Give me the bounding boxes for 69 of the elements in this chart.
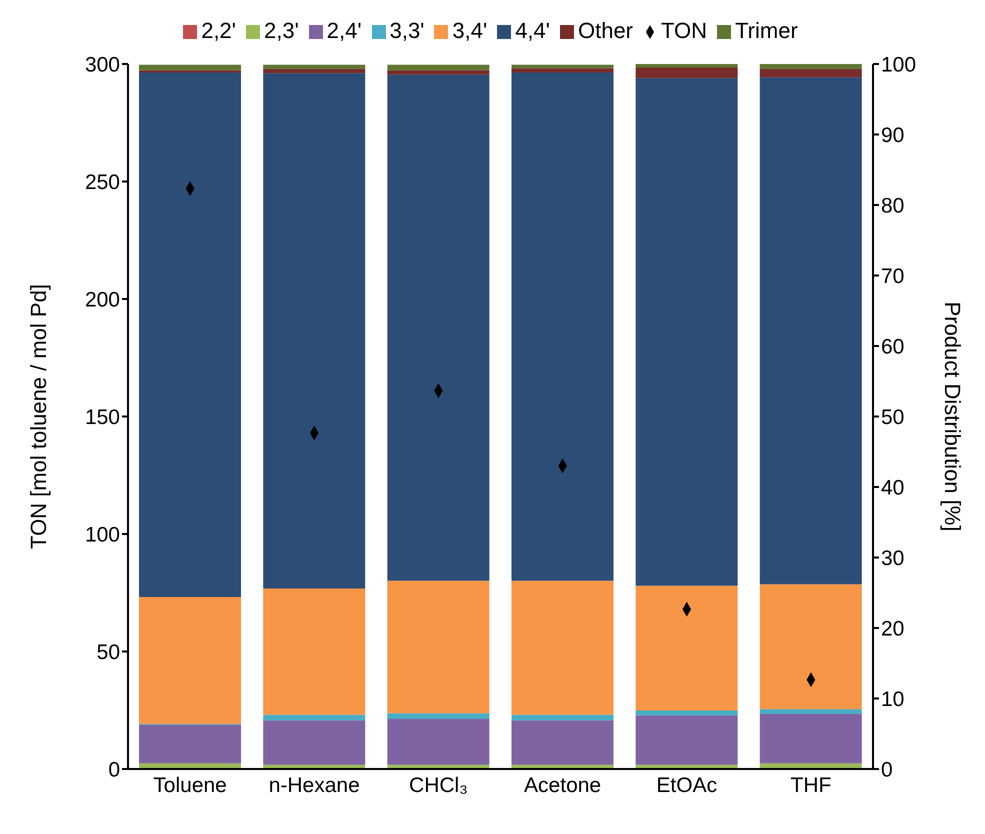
y-tick-label: 250 xyxy=(84,170,120,194)
y2-tick-label: 90 xyxy=(881,124,904,147)
legend-label: 3,4' xyxy=(452,18,488,43)
x-tick-label: n-Hexane xyxy=(268,774,360,797)
bar xyxy=(760,584,862,710)
bar xyxy=(512,64,614,68)
legend-label: Other xyxy=(578,18,634,43)
y-tick-label: 300 xyxy=(84,53,120,76)
bar xyxy=(263,73,366,589)
x-tick-label: EtOAc xyxy=(656,774,718,797)
y2-tick-label: 50 xyxy=(881,406,904,429)
bar xyxy=(512,68,614,72)
bar xyxy=(139,72,241,597)
bar xyxy=(512,580,614,715)
bar xyxy=(512,720,614,765)
bar xyxy=(263,720,366,765)
bar xyxy=(387,74,490,581)
y2-tick-label: 100 xyxy=(881,53,916,76)
y-tick-label: 100 xyxy=(84,523,120,546)
x-tick-label: THF xyxy=(790,774,832,797)
bar xyxy=(636,710,738,716)
bar xyxy=(139,64,241,70)
y-tick-label: 200 xyxy=(84,288,120,312)
y-tick-label: 150 xyxy=(84,406,120,429)
bar xyxy=(387,718,490,765)
legend-label: 4,4' xyxy=(515,18,550,43)
y2-tick-label: 60 xyxy=(881,335,904,358)
bar xyxy=(387,580,490,714)
bar xyxy=(387,70,490,75)
bar xyxy=(760,714,862,764)
legend-label: TON xyxy=(661,18,708,43)
y2-tick-label: 20 xyxy=(881,617,904,640)
bar xyxy=(760,709,862,714)
bar xyxy=(387,64,490,70)
bar xyxy=(263,588,366,715)
legend-label: 2,2' xyxy=(201,18,236,43)
bar xyxy=(512,714,614,720)
bar xyxy=(636,64,738,68)
bar xyxy=(636,586,738,710)
bar xyxy=(636,715,738,765)
bar xyxy=(263,64,366,69)
y-tick-label: 50 xyxy=(96,640,120,664)
bar xyxy=(760,68,862,78)
y2-tick-label: 10 xyxy=(881,688,904,711)
bar xyxy=(263,714,366,720)
bar xyxy=(760,77,862,584)
legend-label: Trimer xyxy=(735,18,798,43)
y2-axis-title: Product Distribution [%] xyxy=(940,302,966,532)
legend-label: 2,4' xyxy=(326,18,362,43)
y2-tick-label: 30 xyxy=(881,546,904,570)
legend-label: 2,3' xyxy=(264,18,299,43)
y2-tick-label: 0 xyxy=(881,758,893,782)
x-tick-label: Toluene xyxy=(153,774,227,797)
bar xyxy=(636,78,738,586)
bar xyxy=(512,72,614,581)
y-axis-title: TON [mol toluene / mol Pd] xyxy=(26,284,51,549)
bar xyxy=(139,596,241,724)
bar xyxy=(139,724,241,764)
bar xyxy=(387,713,490,719)
bar xyxy=(760,64,862,69)
y2-tick-label: 40 xyxy=(881,476,904,500)
x-tick-label: CHCl₃ xyxy=(409,774,468,797)
y-tick-label: 0 xyxy=(108,758,120,782)
bar xyxy=(263,68,366,74)
x-tick-label: Acetone xyxy=(524,774,602,797)
bar xyxy=(636,68,738,78)
legend-label: 3,3' xyxy=(390,18,424,43)
y2-tick-label: 80 xyxy=(881,194,904,218)
y2-tick-label: 70 xyxy=(881,264,904,288)
